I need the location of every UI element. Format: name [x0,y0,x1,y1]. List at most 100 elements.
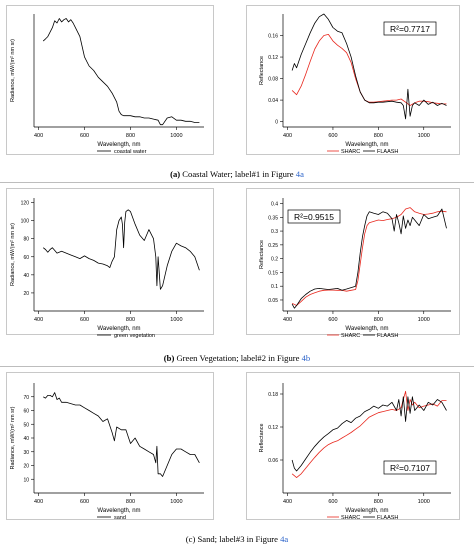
divider-2 [0,366,474,367]
x-tick-label-b-radiance: 800 [126,317,135,323]
y-tick-label-b-reflectance: 0.1 [271,284,278,290]
caption-c-text: Sand; label#3 in Figure [195,534,281,544]
y-tick-label-b-reflectance: 0.25 [268,243,278,249]
y-axis-label-c-reflectance: Reflectance [259,423,265,452]
x-tick-label-b-radiance: 400 [34,317,43,323]
legend-label-a-radiance: coastal water [114,149,147,155]
y-tick-label-b-reflectance: 0.2 [271,257,278,263]
y-tick-label-c-radiance: 70 [23,395,29,401]
y-tick-label-b-radiance: 100 [21,219,30,225]
chart-a-radiance: 400 600 800 1000 Wavelength, nm Radiance, mW/… [10,14,204,155]
x-tick-label-c-reflectance: 800 [374,499,383,505]
caption-a: (a) Coastal Water; label#1 in Figure 4a [0,169,474,179]
caption-b-text: Green Vegetation; label#2 in Figure [174,353,302,363]
caption-a-text: Coastal Water; label#1 in Figure [180,169,296,179]
y-tick-label-b-radiance: 80 [23,237,29,243]
caption-c: (c) Sand; label#3 in Figure 4a [0,534,474,544]
series-line-c-radiance-sand [43,392,200,477]
x-tick-label-c-reflectance: 600 [328,499,337,505]
x-tick-label-a-radiance: 800 [126,133,135,139]
y-tick-label-b-radiance: 40 [23,273,29,279]
legend-label-b-radiance: green vegetation [114,333,155,339]
x-tick-label-a-reflectance: 600 [328,133,337,139]
x-tick-label-c-radiance: 1000 [170,499,182,505]
r-squared-label-b-reflectance: R²=0.9515 [294,212,334,222]
x-tick-label-c-radiance: 800 [126,499,135,505]
x-tick-label-b-radiance: 600 [80,317,89,323]
legend-label-sharc-b-reflectance: SHARC [341,333,360,339]
x-tick-label-b-reflectance: 600 [328,317,337,323]
series-line-b-reflectance-sharc [291,207,447,306]
x-axis-label-b-radiance: Wavelength, nm [97,326,140,332]
series-line-b-reflectance-flaash [291,208,447,309]
caption-a-figure-link[interactable]: 4a [295,169,304,179]
x-axis-label-a-reflectance: Wavelength, nm [345,142,388,148]
caption-b-label: (b) [163,353,175,363]
chart-panel-c-radiance [6,372,214,520]
y-tick-label-b-reflectance: 0.05 [268,298,278,304]
y-axis-label-b-radiance: Radiance, mW/(m² nm sr) [10,223,16,286]
y-axis-label-a-reflectance: Reflectance [259,56,265,85]
caption-b-figure-link[interactable]: 4b [301,353,311,363]
chart-panel-b-reflectance [246,188,460,335]
series-line-a-reflectance-flaash [291,13,447,120]
chart-a-reflectance: 400 600 800 1000 0 0.04 0.08 0.12 0.16 Wavelength… [259,13,451,155]
x-tick-label-a-reflectance: 400 [283,133,292,139]
chart-b-reflectance: 400 600 800 1000 0.05 0.1 0.15 0.2 0.25 0.3 0.35 0.… [259,198,451,339]
y-tick-label-b-reflectance: 0.3 [271,229,278,235]
y-tick-label-b-reflectance: 0.15 [268,270,278,276]
series-line-a-radiance-coastal-water [42,18,200,126]
r-squared-box-c-reflectance [383,460,437,475]
y-tick-label-c-reflectance: 0.12 [268,425,278,431]
x-axis-label-c-radiance: Wavelength, nm [97,508,140,514]
x-tick-label-b-radiance: 1000 [170,317,182,323]
y-axis-label-a-radiance: Radiance, mW/(m² nm sr) [10,39,16,102]
x-axis-label-b-reflectance: Wavelength, nm [345,326,388,332]
y-tick-label-c-radiance: 40 [23,436,29,442]
y-tick-label-a-reflectance: 0.12 [268,55,278,61]
x-tick-label-c-reflectance: 400 [283,499,292,505]
x-tick-label-a-radiance: 1000 [170,133,182,139]
x-tick-label-c-radiance: 600 [80,499,89,505]
x-axis-label-a-radiance: Wavelength, nm [97,142,140,148]
r-squared-box-b-reflectance [287,209,341,224]
legend-label-sharc-c-reflectance: SHARC [341,515,360,521]
chart-panel-c-reflectance [246,372,460,520]
series-line-c-reflectance-flaash [291,396,447,472]
caption-a-label: (a) [170,169,181,179]
chart-b-radiance: 400 600 800 1000 20 40 60 80 100 120 Wavelength, n… [10,198,204,339]
divider-1 [0,182,474,183]
x-tick-label-c-reflectance: 1000 [418,499,430,505]
y-tick-label-a-reflectance: 0.04 [268,98,278,104]
y-tick-label-b-radiance: 120 [21,201,30,207]
x-tick-label-a-radiance: 600 [80,133,89,139]
legend-label-c-radiance: sand [114,515,126,521]
chart-panel-a-radiance [6,5,214,155]
legend-label-flaash-b-reflectance: FLAASH [377,333,398,339]
y-tick-label-c-reflectance: 0.18 [268,392,278,398]
x-tick-label-b-reflectance: 400 [283,317,292,323]
series-line-c-reflectance-sharc [291,390,447,479]
legend-label-flaash-a-reflectance: FLAASH [377,149,398,155]
x-tick-label-b-reflectance: 1000 [418,317,430,323]
y-axis-label-b-reflectance: Reflectance [259,240,265,269]
y-tick-label-a-reflectance: 0.16 [268,34,278,40]
x-tick-label-b-reflectance: 800 [374,317,383,323]
y-tick-label-c-radiance: 50 [23,422,29,428]
x-tick-label-a-reflectance: 800 [374,133,383,139]
y-tick-label-c-radiance: 60 [23,409,29,415]
r-squared-label-a-reflectance: R²=0.7717 [390,24,430,34]
y-tick-label-c-radiance: 10 [23,477,29,483]
x-tick-label-c-radiance: 400 [34,499,43,505]
chart-c-radiance: 400 600 800 1000 10 20 30 40 50 60 70 Wavelength, n… [10,383,204,521]
y-tick-label-c-radiance: 30 [23,450,29,456]
y-tick-label-b-radiance: 20 [23,291,29,297]
series-line-b-radiance-green-vegetation [42,209,200,290]
y-tick-label-c-reflectance: 0.06 [268,458,278,464]
x-axis-label-c-reflectance: Wavelength, nm [345,508,388,514]
caption-c-figure-link[interactable]: 4a [280,534,289,544]
legend-label-sharc-a-reflectance: SHARC [341,149,360,155]
y-tick-label-b-reflectance: 0.35 [268,215,278,221]
y-tick-label-c-radiance: 20 [23,464,29,470]
